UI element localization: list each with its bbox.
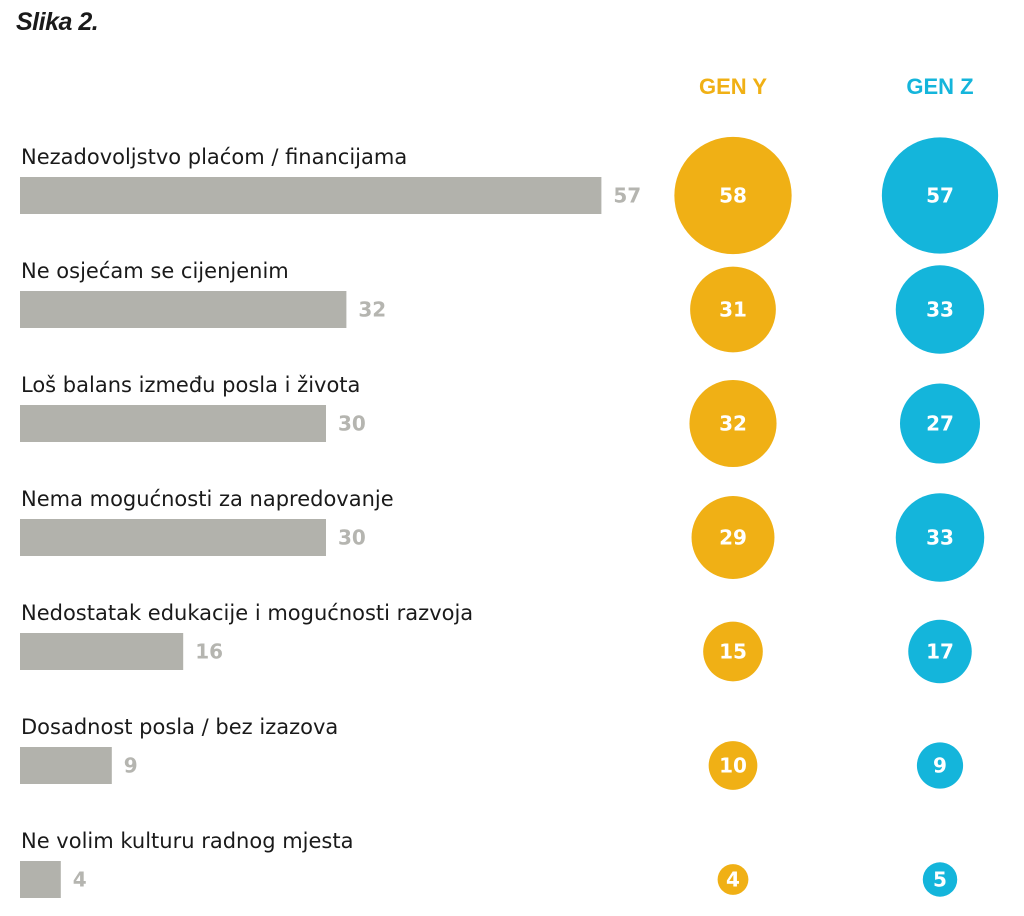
gen-y-bubble xyxy=(691,496,775,579)
gen-z-value-label: 33 xyxy=(926,526,954,550)
gen-z-value-label: 17 xyxy=(926,640,954,664)
gen-y-bubble xyxy=(703,621,763,682)
gen-z-value-label: 33 xyxy=(926,298,954,322)
total-value-label: 16 xyxy=(195,640,223,664)
total-bar xyxy=(20,861,61,898)
gen-y-value-label: 58 xyxy=(719,184,747,208)
total-value-label: 9 xyxy=(124,754,138,778)
gen-z-bubble xyxy=(908,619,972,684)
gen-y-bubble xyxy=(689,379,777,468)
gen-z-bubble xyxy=(895,265,985,354)
total-bar xyxy=(20,633,184,670)
total-bar xyxy=(20,747,112,784)
gen-z-bubble xyxy=(895,493,985,582)
gen-y-value-label: 29 xyxy=(719,526,747,550)
category-label: Dosadnost posla / bez izazova xyxy=(21,715,338,739)
gen-y-column-header: GEN Y xyxy=(698,74,768,99)
gen-z-value-label: 57 xyxy=(926,184,954,208)
category-label: Nedostatak edukacije i mogućnosti razvoj… xyxy=(21,601,473,625)
gen-y-bubble xyxy=(690,266,776,353)
figure-title: Slika 2. xyxy=(16,8,99,36)
gen-y-bubble xyxy=(674,136,792,255)
gen-y-value-label: 15 xyxy=(719,640,747,664)
gen-y-value-label: 10 xyxy=(719,754,747,778)
total-bar xyxy=(20,405,326,442)
gen-y-bubble xyxy=(717,864,749,895)
total-value-label: 57 xyxy=(613,184,641,208)
gen-y-bubble xyxy=(708,741,758,790)
gen-z-bubble xyxy=(881,137,999,254)
category-label: Ne osjećam se cijenjenim xyxy=(21,259,289,283)
category-label: Nema mogućnosti za napredovanje xyxy=(21,487,394,511)
total-value-label: 30 xyxy=(338,526,366,550)
gen-y-value-label: 4 xyxy=(726,868,740,892)
total-bar xyxy=(20,177,602,214)
gen-z-column-header: GEN Z xyxy=(906,74,974,99)
gen-y-value-label: 32 xyxy=(719,412,747,436)
total-bar xyxy=(20,291,347,328)
total-value-label: 30 xyxy=(338,412,366,436)
category-label: Loš balans između posla i života xyxy=(21,373,360,397)
category-label: Ne volim kulturu radnog mjesta xyxy=(21,829,353,853)
gen-z-value-label: 27 xyxy=(926,412,954,436)
total-value-label: 32 xyxy=(358,298,386,322)
gen-z-bubble xyxy=(899,383,981,464)
category-label: Nezadovoljstvo plaćom / financijama xyxy=(21,145,407,169)
gen-z-value-label: 9 xyxy=(933,754,947,778)
gen-z-value-label: 5 xyxy=(933,868,947,892)
gen-z-bubble xyxy=(916,742,964,789)
total-bar xyxy=(20,519,326,556)
gen-y-value-label: 31 xyxy=(719,298,747,322)
gen-z-bubble xyxy=(922,862,958,897)
total-value-label: 4 xyxy=(73,868,87,892)
